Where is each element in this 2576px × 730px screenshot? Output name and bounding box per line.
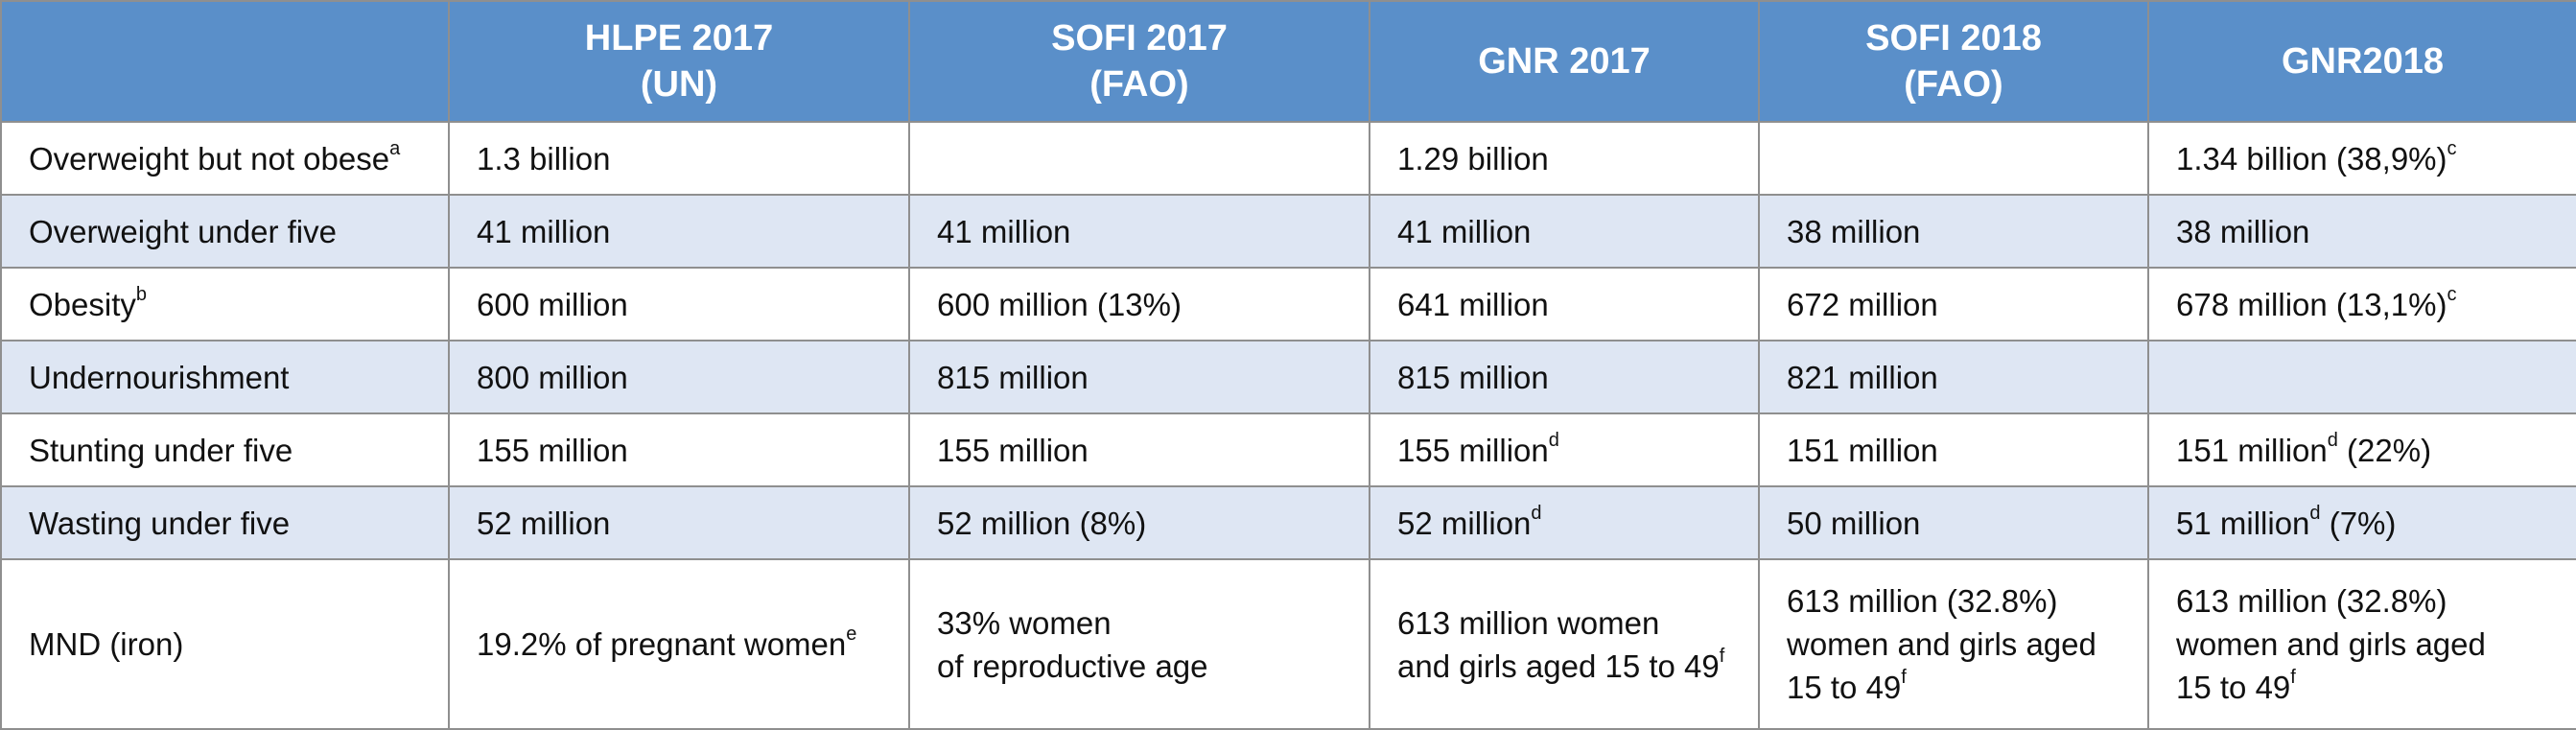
table-cell: 41 million: [448, 194, 910, 269]
header-empty-cell: [0, 0, 450, 123]
row-label: Undernourishment: [0, 340, 450, 414]
table-cell: 41 million: [1369, 194, 1760, 269]
table-cell: 641 million: [1369, 267, 1760, 341]
table-cell: 151 milliond (22%): [2147, 412, 2576, 487]
header-sofi-2017: SOFI 2017 (FAO): [908, 0, 1370, 123]
table-cell: 1.34 billion (38,9%)c: [2147, 121, 2576, 196]
table-cell: 38 million: [1758, 194, 2149, 269]
table-cell: 600 million (13%): [908, 267, 1370, 341]
table-cell: 678 million (13,1%)c: [2147, 267, 2576, 341]
header-gnr2018: GNR2018: [2147, 0, 2576, 123]
row-label: MND (iron): [0, 558, 450, 730]
table-cell: 155 million: [448, 412, 910, 487]
table-cell: [1758, 121, 2149, 196]
table-cell: 19.2% of pregnant womene: [448, 558, 910, 730]
table-cell: 41 million: [908, 194, 1370, 269]
table-cell: 52 million (8%): [908, 485, 1370, 560]
table-cell: 613 million women and girls aged 15 to 49…: [1369, 558, 1760, 730]
table-cell: 1.3 billion: [448, 121, 910, 196]
row-label: Obesityb: [0, 267, 450, 341]
table-cell: [908, 121, 1370, 196]
table-cell: 51 milliond (7%): [2147, 485, 2576, 560]
header-sofi-2018: SOFI 2018 (FAO): [1758, 0, 2149, 123]
table-row: Stunting under five 155 million 155 mill…: [0, 412, 2576, 487]
table-cell: 151 million: [1758, 412, 2149, 487]
table-cell: 613 million (32.8%) women and girls aged 1…: [2147, 558, 2576, 730]
row-label: Overweight but not obesea: [0, 121, 450, 196]
header-row: HLPE 2017 (UN) SOFI 2017 (FAO) GNR 2017 SO…: [0, 0, 2576, 123]
row-label: Overweight under five: [0, 194, 450, 269]
table-row: Obesityb 600 million 600 million (13%) 6…: [0, 267, 2576, 341]
table-cell: 155 million: [908, 412, 1370, 487]
table-cell: 800 million: [448, 340, 910, 414]
table-cell: 672 million: [1758, 267, 2149, 341]
table-cell: 52 million: [448, 485, 910, 560]
table-cell: 33% women of reproductive age: [908, 558, 1370, 730]
table-cell: 50 million: [1758, 485, 2149, 560]
table-row: MND (iron) 19.2% of pregnant womene 33% …: [0, 558, 2576, 730]
table-cell: [2147, 340, 2576, 414]
table-cell: 821 million: [1758, 340, 2149, 414]
table-cell: 155 milliond: [1369, 412, 1760, 487]
table-cell: 600 million: [448, 267, 910, 341]
row-label: Stunting under five: [0, 412, 450, 487]
table-cell: 38 million: [2147, 194, 2576, 269]
header-hlpe-2017: HLPE 2017 (UN): [448, 0, 910, 123]
table-row: Overweight but not obesea 1.3 billion 1.…: [0, 121, 2576, 196]
row-label: Wasting under five: [0, 485, 450, 560]
table-row: Undernourishment 800 million 815 million…: [0, 340, 2576, 414]
table-cell: 1.29 billion: [1369, 121, 1760, 196]
table-row: Wasting under five 52 million 52 million…: [0, 485, 2576, 560]
table-cell: 815 million: [908, 340, 1370, 414]
table-cell: 52 milliond: [1369, 485, 1760, 560]
table-row: Overweight under five 41 million 41 mill…: [0, 194, 2576, 269]
table-cell: 815 million: [1369, 340, 1760, 414]
table-cell: 613 million (32.8%) women and girls aged 1…: [1758, 558, 2149, 730]
header-gnr-2017: GNR 2017: [1369, 0, 1760, 123]
